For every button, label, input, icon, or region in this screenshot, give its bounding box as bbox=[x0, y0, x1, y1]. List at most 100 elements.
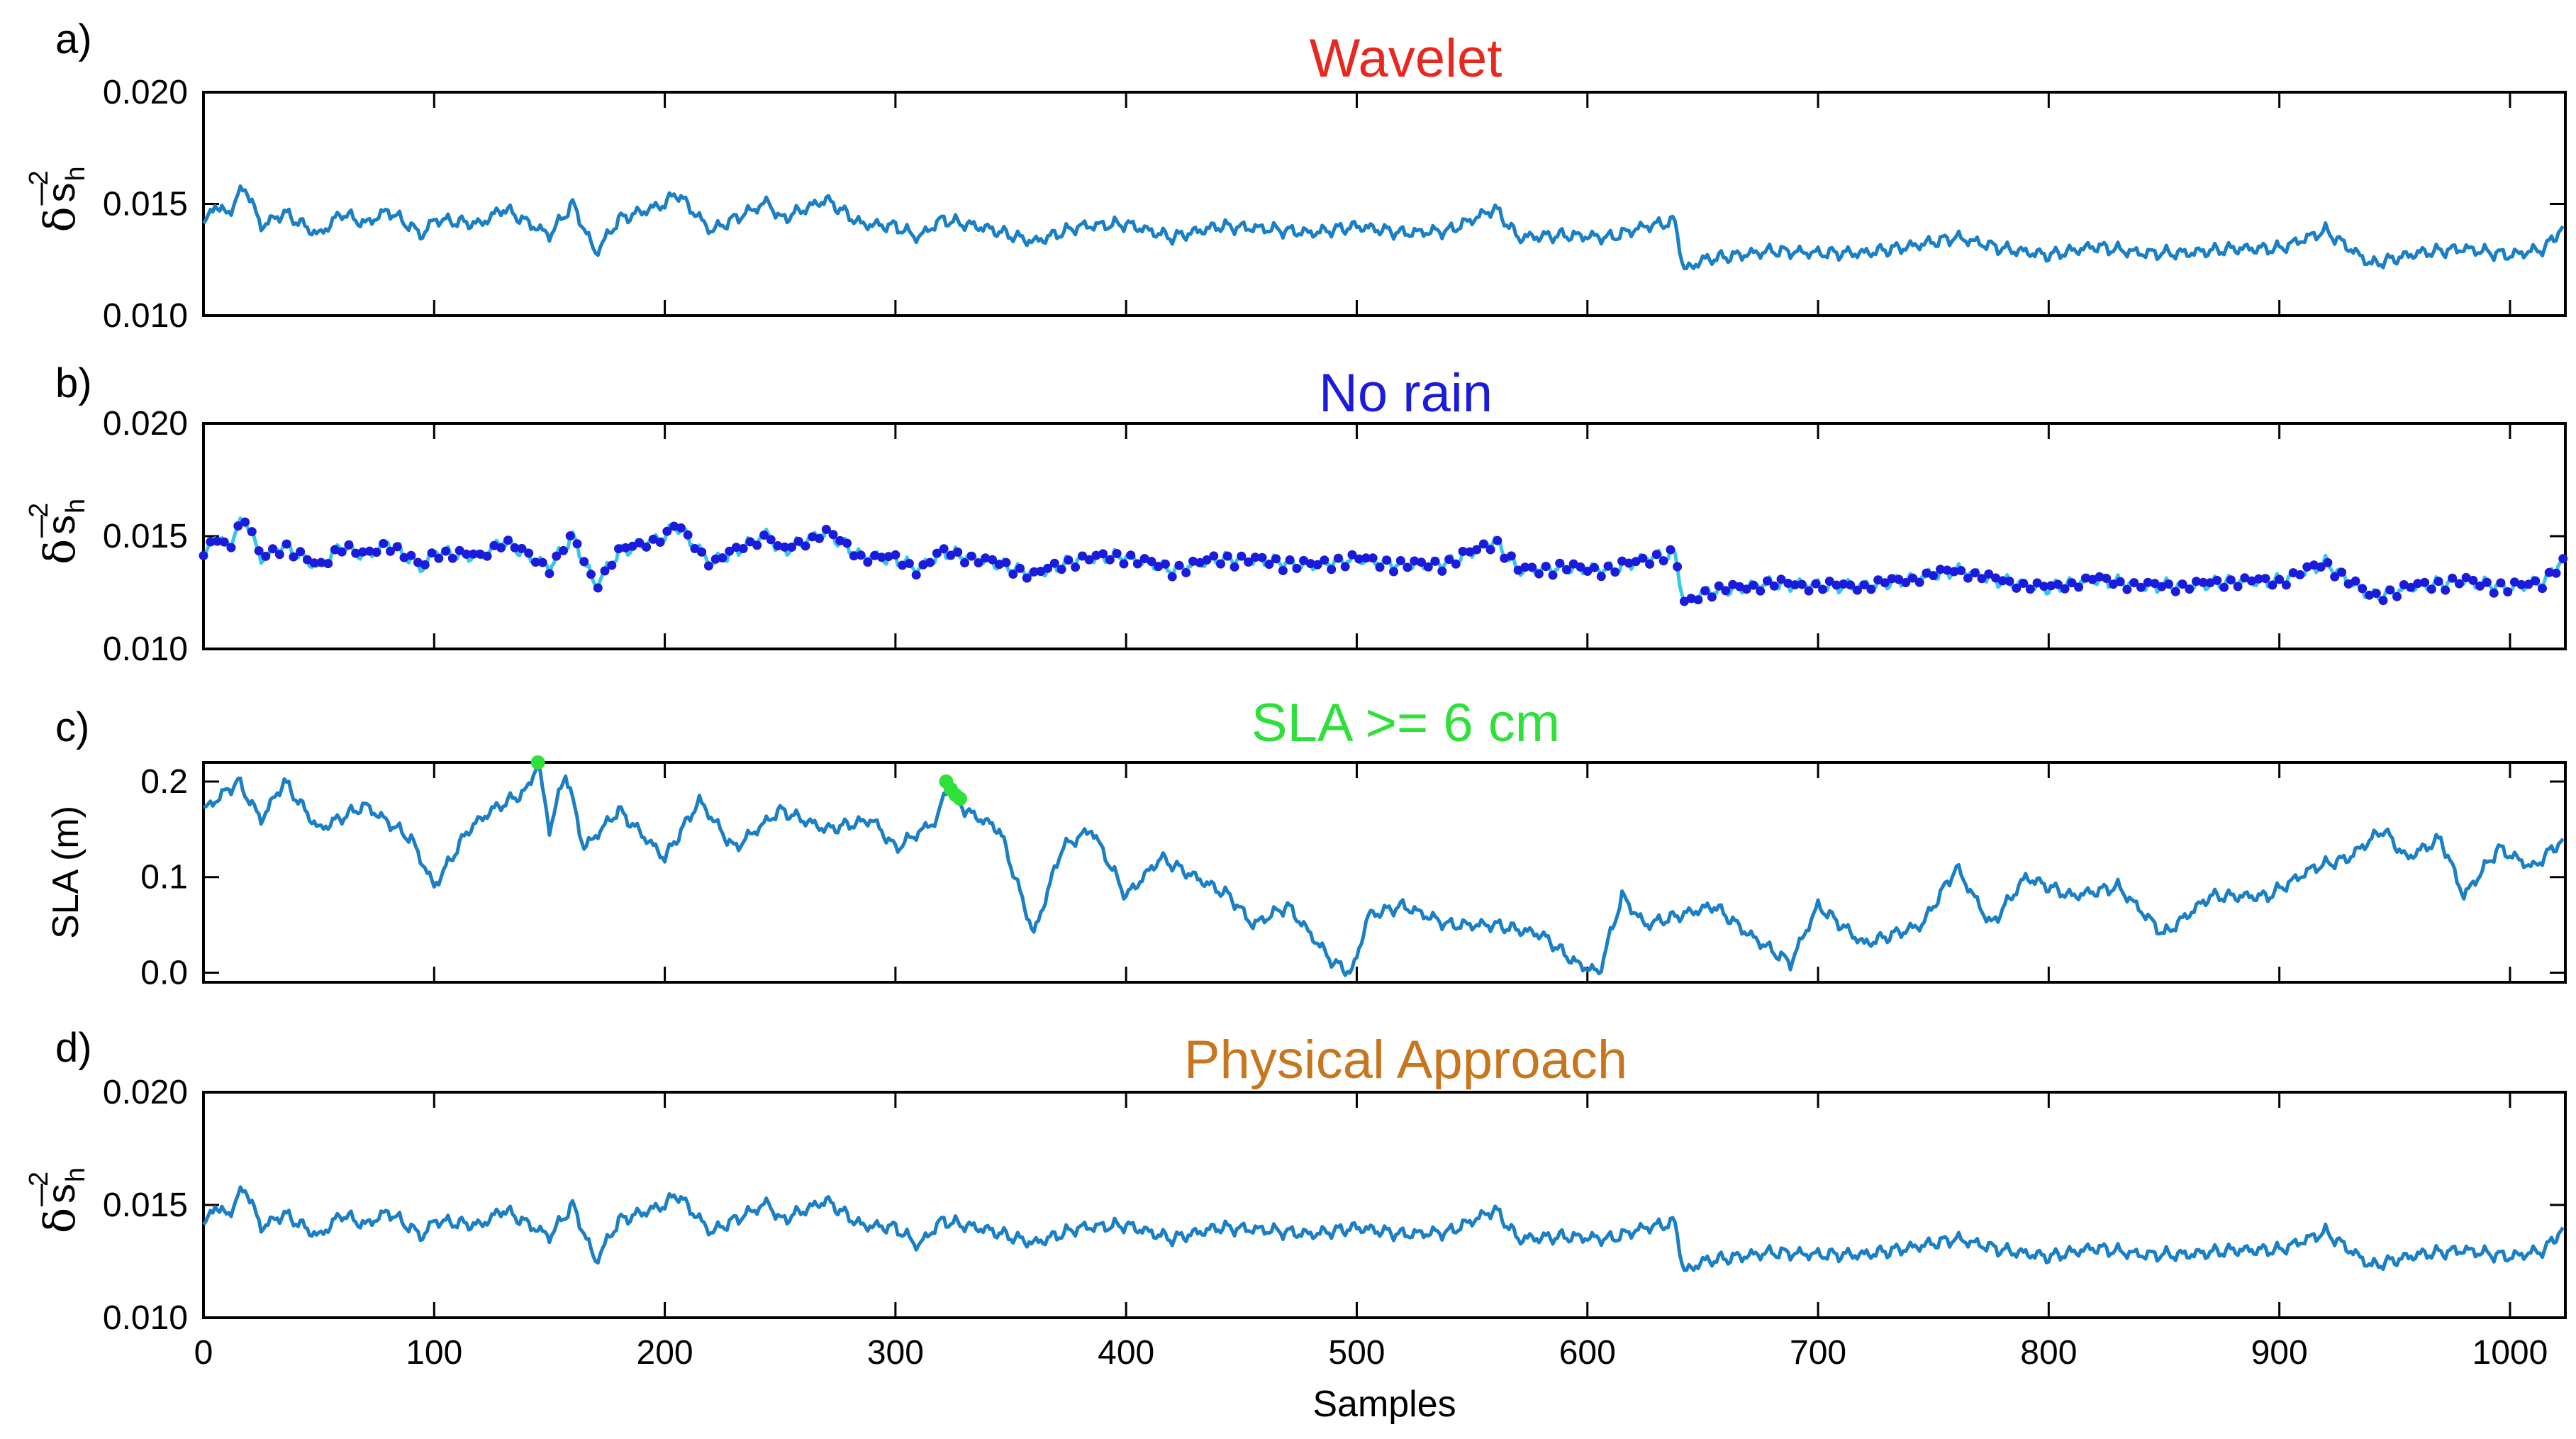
data-point bbox=[1202, 555, 1212, 565]
data-point bbox=[628, 541, 637, 551]
flagged-point bbox=[530, 755, 545, 769]
data-point bbox=[1417, 557, 1426, 567]
data-point bbox=[1271, 554, 1281, 564]
plot-frame bbox=[202, 1091, 2567, 1319]
y-tick-label: 0.010 bbox=[103, 297, 188, 335]
data-point bbox=[2544, 567, 2554, 577]
y-label-var: s bbox=[38, 1184, 83, 1204]
data-point bbox=[745, 537, 755, 547]
data-point bbox=[939, 544, 949, 554]
data-point bbox=[579, 557, 589, 567]
data-point bbox=[1741, 584, 1751, 594]
data-point bbox=[1721, 586, 1731, 596]
data-point bbox=[1015, 563, 1025, 573]
data-point bbox=[2012, 583, 2022, 593]
data-point bbox=[1437, 566, 1447, 576]
data-point bbox=[904, 559, 914, 568]
chart-title: Wavelet bbox=[1310, 28, 1502, 89]
data-point bbox=[2102, 574, 2112, 583]
data-point bbox=[1839, 579, 1849, 589]
data-point bbox=[2268, 580, 2277, 590]
data-point bbox=[427, 548, 437, 558]
data-point bbox=[2378, 596, 2388, 606]
y-axis-label: SLA (m) bbox=[45, 806, 87, 939]
data-point bbox=[981, 553, 991, 563]
data-point bbox=[1936, 565, 1945, 574]
data-point bbox=[1361, 553, 1371, 563]
data-point bbox=[932, 548, 942, 558]
data-point bbox=[1257, 552, 1267, 562]
y-tick-label: 0.015 bbox=[103, 186, 188, 223]
data-point bbox=[1478, 539, 1488, 549]
data-point bbox=[2240, 573, 2250, 583]
data-point bbox=[399, 552, 409, 562]
x-tick-label: 400 bbox=[1098, 1334, 1154, 1372]
data-point bbox=[1472, 545, 1482, 555]
panel-c: c) SLA >= 6 cm 0.0 0.1 0.2 SLA (m) bbox=[45, 693, 2567, 992]
y-tick-label: 0.020 bbox=[103, 405, 188, 443]
data-point bbox=[1305, 559, 1315, 569]
x-tick-label: 800 bbox=[2020, 1334, 2077, 1372]
x-tick-label: 0 bbox=[194, 1334, 213, 1372]
data-point bbox=[537, 557, 547, 567]
data-point bbox=[2351, 576, 2360, 586]
data-point bbox=[2385, 585, 2395, 595]
data-point bbox=[2157, 582, 2167, 591]
data-point bbox=[2205, 578, 2215, 588]
data-point bbox=[1237, 551, 1247, 561]
data-point bbox=[1084, 555, 1094, 565]
y-label-sup: 2 bbox=[24, 1172, 54, 1187]
data-point bbox=[1008, 570, 1018, 579]
data-point bbox=[469, 549, 479, 559]
y-label-sup: 2 bbox=[24, 503, 54, 518]
data-point bbox=[261, 551, 271, 561]
data-point bbox=[1299, 555, 1309, 565]
data-point bbox=[1555, 558, 1565, 568]
data-point bbox=[1624, 558, 1634, 568]
data-point bbox=[2413, 579, 2423, 589]
data-point bbox=[1562, 565, 1571, 574]
data-point bbox=[2143, 577, 2153, 587]
data-point bbox=[447, 553, 457, 563]
data-point bbox=[2019, 579, 2029, 588]
flagged-point bbox=[952, 791, 967, 806]
data-point bbox=[1347, 550, 1357, 560]
data-point bbox=[2365, 590, 2374, 600]
data-point bbox=[1693, 595, 1703, 605]
data-point bbox=[2253, 574, 2263, 584]
data-point bbox=[1922, 568, 1931, 578]
data-point bbox=[1846, 580, 1856, 590]
data-point bbox=[2392, 591, 2402, 601]
data-point bbox=[1043, 563, 1053, 573]
data-point bbox=[2281, 580, 2291, 590]
data-point bbox=[2067, 578, 2077, 588]
data-point bbox=[1769, 581, 1779, 591]
data-point bbox=[808, 532, 818, 542]
x-tick-label: 900 bbox=[2251, 1334, 2308, 1372]
data-point bbox=[1098, 549, 1108, 559]
data-point bbox=[1583, 567, 1593, 576]
data-point bbox=[2475, 581, 2485, 591]
data-point bbox=[1340, 562, 1350, 572]
data-point bbox=[1866, 584, 1876, 594]
data-point bbox=[655, 538, 665, 547]
data-point bbox=[1852, 585, 1862, 595]
data-point bbox=[1077, 551, 1087, 561]
data-point bbox=[1071, 562, 1081, 572]
data-point bbox=[1112, 549, 1122, 558]
data-point bbox=[614, 544, 623, 554]
data-point bbox=[199, 551, 208, 560]
data-point bbox=[420, 560, 430, 570]
data-point bbox=[1527, 562, 1537, 572]
data-point bbox=[2524, 579, 2533, 589]
data-point bbox=[1403, 562, 1412, 572]
data-point bbox=[793, 536, 803, 546]
data-point bbox=[351, 548, 361, 558]
data-point bbox=[1485, 545, 1495, 555]
data-point bbox=[607, 560, 617, 570]
data-point bbox=[2087, 574, 2097, 584]
data-point bbox=[2275, 574, 2285, 584]
data-point bbox=[1049, 558, 1059, 568]
